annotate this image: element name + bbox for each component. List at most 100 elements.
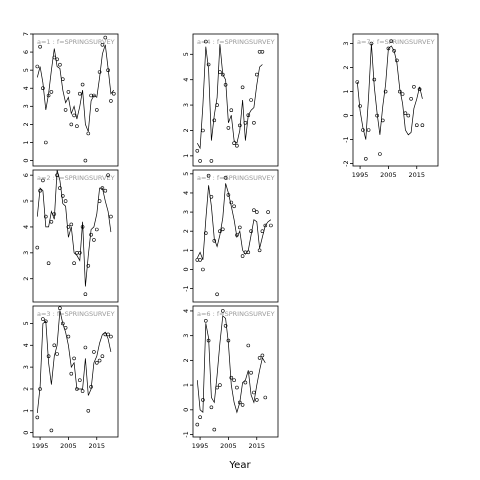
data-point	[83, 292, 88, 297]
data-point	[41, 317, 45, 321]
data-point	[223, 323, 228, 328]
panel-strip-label: a=3 : f=SPRINGSURVEY	[37, 310, 115, 318]
data-point	[263, 223, 268, 228]
data-point	[218, 229, 222, 233]
data-point	[412, 85, 416, 89]
panel-frame	[352, 33, 439, 167]
data-point	[106, 68, 110, 72]
data-point	[35, 245, 40, 250]
data-point	[46, 354, 51, 359]
data-point	[195, 149, 200, 153]
data-point	[66, 90, 71, 94]
data-point	[49, 428, 54, 433]
data-point	[243, 121, 248, 125]
data-point	[35, 415, 40, 420]
panel-5: a=5 : f=SPRINGSURVEY -1 0 1 2 3 4 5	[182, 169, 279, 303]
panel-1: a=1 : f=SPRINGSURVEY 0 1 2 3 4 5 6 7	[22, 32, 119, 167]
data-point	[260, 229, 265, 233]
data-point	[246, 343, 251, 348]
panel-strip-label: a=7 : f=SPRINGSURVEY	[357, 38, 435, 46]
data-point	[100, 42, 105, 47]
y-tick-label: 3	[182, 103, 190, 107]
y-tick-label: -1	[182, 285, 190, 291]
y-tick-label: 0	[182, 267, 190, 271]
panel-7: a=6 : f=SPRINGSURVEY -1 0 1 2 3 4 1995 2005 2015	[182, 305, 279, 450]
data-point	[109, 334, 113, 339]
data-point	[49, 220, 54, 224]
data-point	[66, 225, 71, 229]
y-tick-label: 1	[22, 140, 30, 144]
data-point	[46, 93, 51, 98]
data-point	[55, 352, 59, 356]
panel-4: a=2 : f=SPRINGSURVEY 2 3 4 5 6	[22, 169, 119, 303]
data-point	[235, 385, 239, 390]
data-point	[409, 97, 413, 101]
y-tick-label: 2	[342, 66, 350, 70]
panel-strip-label: a=6 : f=SPRINGSURVEY	[197, 310, 275, 318]
y-tick-label: 2	[182, 358, 190, 362]
data-point	[215, 385, 219, 390]
x-tick-label: 1995	[192, 442, 209, 450]
panel-3: a=7 : f=SPRINGSURVEY -2 -1 0 1 2 3 1995 2005 2015	[342, 33, 439, 179]
data-point	[52, 55, 57, 60]
data-point	[86, 408, 91, 413]
data-point	[206, 62, 211, 67]
data-point	[417, 87, 422, 91]
data-point	[375, 113, 379, 118]
y-tick-label: 6	[22, 173, 30, 177]
data-point	[63, 199, 68, 203]
data-point	[97, 70, 102, 74]
y-tick-label: 3	[182, 334, 190, 338]
data-point	[226, 126, 231, 130]
y-tick-label: 4	[22, 225, 30, 229]
data-point	[221, 227, 225, 232]
data-point	[218, 70, 222, 74]
panel-frame	[32, 169, 119, 303]
data-point	[249, 229, 253, 233]
data-point	[72, 113, 76, 118]
fitted-line	[36, 310, 112, 414]
data-point	[218, 383, 222, 387]
data-point	[66, 334, 71, 339]
data-point	[254, 398, 259, 402]
data-point	[55, 173, 59, 177]
data-point	[240, 403, 245, 407]
data-point	[386, 46, 391, 51]
data-point	[235, 143, 239, 148]
y-tick-label: 1	[22, 409, 30, 413]
data-point	[103, 188, 108, 193]
data-point	[55, 57, 59, 62]
data-point	[72, 356, 76, 361]
data-point	[221, 309, 225, 313]
data-point	[69, 122, 74, 127]
data-point	[201, 398, 205, 402]
y-tick-label: 2	[22, 277, 30, 281]
data-point	[232, 141, 236, 145]
y-tick-label: 4	[22, 86, 30, 90]
panel-2: a=4 : f=SPRINGSURVEY 1 2 3 4 5	[182, 33, 279, 167]
y-tick-label: 1	[342, 90, 350, 94]
data-point	[75, 387, 79, 391]
data-point	[78, 91, 82, 96]
data-point	[254, 210, 259, 214]
data-point	[201, 128, 205, 133]
data-point	[406, 113, 411, 118]
data-point	[369, 41, 374, 46]
y-tick-label: 4	[182, 191, 190, 195]
data-point	[355, 80, 360, 84]
data-point	[392, 48, 396, 53]
data-point	[92, 238, 96, 242]
data-point	[232, 204, 236, 209]
data-point	[249, 98, 253, 102]
data-point	[38, 387, 42, 391]
y-tick-label: 4	[182, 78, 190, 82]
data-point	[257, 248, 262, 253]
data-point	[397, 89, 402, 94]
data-point	[363, 157, 368, 161]
fitted-line	[196, 44, 263, 150]
y-tick-label: -1	[342, 136, 350, 142]
data-point	[195, 422, 200, 427]
data-point	[69, 222, 74, 227]
panel-strip-label: a=2 : f=SPRINGSURVEY	[37, 174, 115, 182]
data-point	[414, 123, 419, 127]
